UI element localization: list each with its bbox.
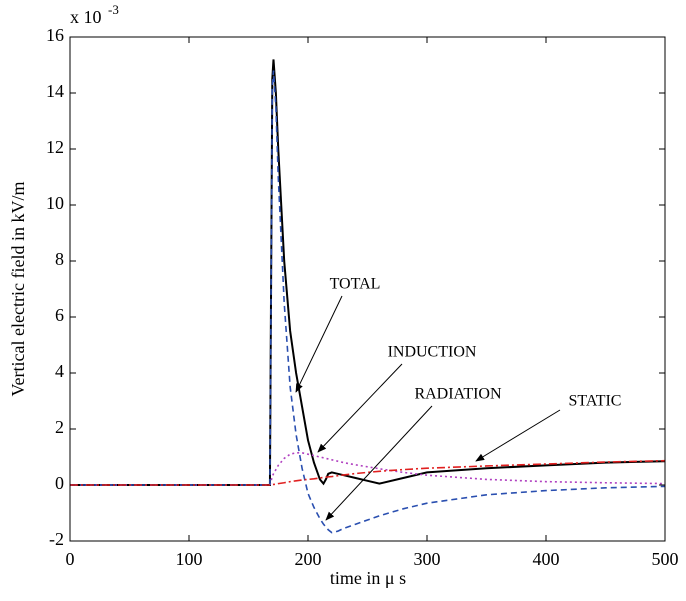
x-tick-label: 200	[295, 549, 322, 569]
series-line	[70, 452, 666, 486]
series-label: INDUCTION	[388, 344, 477, 361]
x-tick-label: 500	[652, 549, 679, 569]
x-axis-label: time in μ s	[330, 568, 406, 588]
y-axis-label: Vertical electric field in kV/m	[8, 182, 28, 397]
y-tick-label: 4	[55, 361, 64, 381]
x-tick-label: 300	[414, 549, 441, 569]
label-arrow	[295, 295, 343, 393]
y-tick-label: -2	[49, 529, 64, 549]
label-arrow	[325, 405, 433, 521]
series-line	[70, 459, 666, 486]
series-label: STATIC	[569, 393, 622, 410]
y-tick-label: 6	[55, 305, 64, 325]
y-tick-label: 12	[46, 137, 64, 157]
label-arrow	[317, 363, 403, 453]
series-label: TOTAL	[330, 276, 381, 293]
y-tick-label: 10	[46, 193, 64, 213]
y-tick-label: 8	[55, 249, 64, 269]
y-tick-label: 0	[55, 473, 64, 493]
x-tick-label: 0	[66, 549, 75, 569]
x-tick-label: 400	[533, 549, 560, 569]
y-tick-label: 16	[46, 25, 64, 45]
series-label: RADIATION	[414, 386, 502, 403]
series-line	[70, 70, 666, 534]
plot-frame	[69, 36, 666, 542]
y-tick-label: 14	[46, 81, 64, 101]
series-line	[70, 59, 666, 486]
y-tick-label: 2	[55, 417, 64, 437]
y-scale-label: x 10	[70, 7, 102, 27]
x-tick-label: 100	[176, 549, 203, 569]
label-arrow	[475, 409, 561, 462]
y-scale-exponent: -3	[108, 2, 119, 17]
